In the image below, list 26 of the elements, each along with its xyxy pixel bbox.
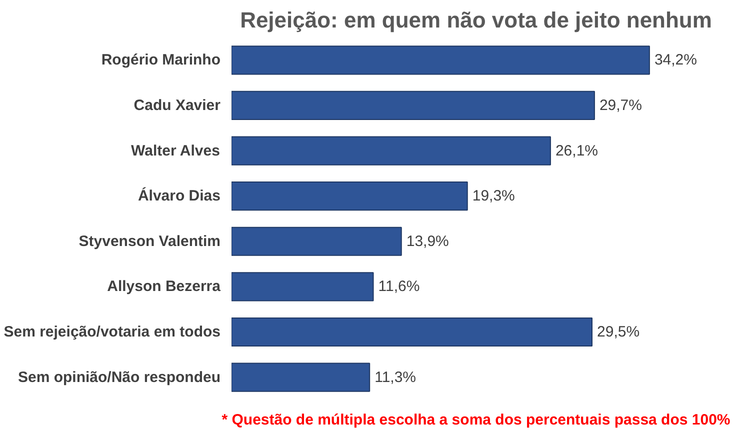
bar (232, 90, 595, 120)
bar (232, 272, 374, 302)
data-label: 34,2% (654, 52, 697, 69)
data-label: 13,9% (406, 232, 449, 250)
bar (232, 46, 650, 75)
data-label: 29,5% (597, 324, 640, 341)
bar (232, 182, 468, 211)
chart-title: Rejeição: em quem não vota de jeito nenhum (240, 8, 712, 32)
y-tick-label: Álvaro Dias (138, 186, 221, 205)
data-label: 26,1% (555, 142, 598, 160)
y-tick-label: Cadu Xavier (134, 96, 221, 114)
text: * Questão de múltipla escolha a soma dos percentuais passa dos 100% (222, 412, 730, 428)
data-label: 11,3% (374, 368, 416, 386)
data-label: 19,3% (472, 188, 515, 205)
y-tick-label: Allyson Bezerra (107, 278, 222, 296)
y-tick-label: Sem rejeição/votaria em todos (4, 324, 221, 341)
bar (232, 362, 370, 392)
data-label: 11,6% (378, 278, 420, 296)
bar (232, 226, 402, 256)
bar (232, 317, 593, 347)
y-tick-label: Styvenson Valentim (78, 232, 220, 250)
data-label: 29,7% (599, 96, 642, 114)
y-tick-label: Sem opinião/Não respondeu (18, 368, 220, 386)
y-tick-label: Rogério Marinho (101, 52, 221, 69)
y-tick-label: Walter Alves (131, 142, 220, 160)
bar (232, 136, 551, 166)
